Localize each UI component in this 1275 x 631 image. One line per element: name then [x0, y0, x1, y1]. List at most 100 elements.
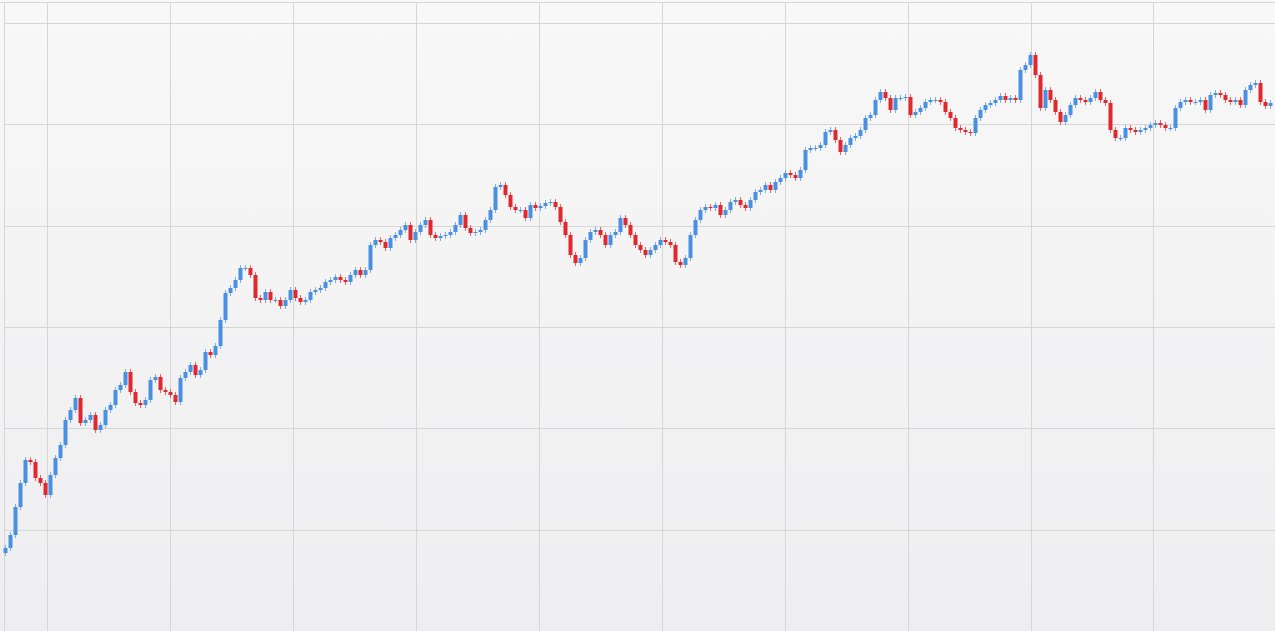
candle-body — [563, 222, 568, 235]
candle-body — [918, 108, 923, 112]
candle-body — [208, 352, 213, 355]
candle-body — [598, 230, 603, 235]
candle-body — [43, 483, 48, 495]
candle-body — [663, 240, 668, 242]
candle-body — [1023, 65, 1028, 70]
candle-body — [1243, 90, 1248, 105]
candle-body — [1213, 93, 1218, 95]
candle-body — [348, 275, 353, 282]
vertical-grid — [47, 2, 1154, 631]
candle-body — [288, 290, 293, 300]
candle-body — [303, 300, 308, 302]
candle-body — [1058, 112, 1063, 122]
candle-body — [608, 235, 613, 245]
candle-body — [283, 300, 288, 306]
candle-body — [1073, 98, 1078, 105]
candle-body — [8, 535, 13, 548]
candle-body — [878, 92, 883, 100]
candle-body — [298, 298, 303, 302]
candle-body — [58, 445, 63, 458]
candle-body — [148, 380, 153, 400]
candle-body — [988, 103, 993, 105]
candle-body — [863, 118, 868, 130]
candle-body — [1143, 128, 1148, 130]
candle-body — [1138, 130, 1143, 132]
candle-body — [33, 462, 38, 478]
candle-body — [523, 210, 528, 218]
candle-body — [93, 415, 98, 430]
candle-body — [1253, 83, 1258, 85]
candle-body — [533, 205, 538, 208]
candle-body — [613, 232, 618, 235]
candle-body — [373, 240, 378, 245]
candle-body — [998, 96, 1003, 100]
candle-body — [393, 235, 398, 238]
candle-body — [643, 250, 648, 255]
candle-body — [333, 277, 338, 280]
candle-body — [1233, 100, 1238, 102]
candle-body — [248, 268, 253, 275]
candle-body — [653, 245, 658, 250]
candle-body — [963, 130, 968, 132]
candle-body — [1048, 90, 1053, 100]
candle-body — [1163, 125, 1168, 128]
candle-body — [713, 205, 718, 208]
candle-body — [383, 242, 388, 248]
candle-body — [528, 205, 533, 218]
candle-body — [1258, 83, 1263, 102]
candle-body — [833, 130, 838, 140]
candle-body — [23, 460, 28, 483]
candle-body — [1228, 100, 1233, 102]
candle-body — [1038, 75, 1043, 108]
candle-body — [463, 215, 468, 228]
candle-body — [378, 240, 383, 242]
candle-body — [748, 200, 753, 208]
candle-body — [243, 268, 248, 269]
candle-body — [1003, 96, 1008, 100]
candle-body — [3, 548, 8, 553]
candle-body — [443, 235, 448, 236]
candle-body — [1098, 92, 1103, 100]
candle-body — [308, 292, 313, 300]
candle-body — [128, 372, 133, 392]
candle-body — [648, 250, 653, 255]
candle-body — [618, 218, 623, 232]
candle-body — [738, 200, 743, 205]
candle-body — [433, 235, 438, 238]
candle-body — [968, 132, 973, 133]
candle-body — [588, 232, 593, 240]
candle-body — [398, 230, 403, 235]
candle-body — [783, 173, 788, 178]
candle-body — [1178, 102, 1183, 108]
candle-body — [423, 220, 428, 225]
candle-body — [718, 205, 723, 215]
candle-body — [633, 235, 638, 245]
candle-body — [673, 245, 678, 262]
candle-body — [178, 378, 183, 402]
candle-body — [1008, 98, 1013, 100]
candle-body — [218, 320, 223, 346]
candle-body — [1128, 128, 1133, 130]
candle-body — [638, 245, 643, 250]
candle-body — [978, 110, 983, 118]
candle-body — [1183, 100, 1188, 102]
candle-body — [343, 280, 348, 282]
candle-body — [513, 207, 518, 210]
candle-body — [353, 270, 358, 275]
candle-body — [733, 200, 738, 202]
candle-body — [453, 225, 458, 232]
candle-body — [158, 377, 163, 390]
candle-body — [683, 258, 688, 265]
candle-body — [763, 185, 768, 190]
candle-body — [573, 255, 578, 263]
candle-body — [118, 385, 123, 390]
candle-body — [193, 365, 198, 375]
candle-body — [338, 277, 343, 280]
candle-body — [413, 232, 418, 240]
candle-body — [1083, 100, 1088, 102]
candles — [3, 52, 1273, 556]
candle-body — [1168, 128, 1173, 129]
candle-body — [1103, 100, 1108, 103]
